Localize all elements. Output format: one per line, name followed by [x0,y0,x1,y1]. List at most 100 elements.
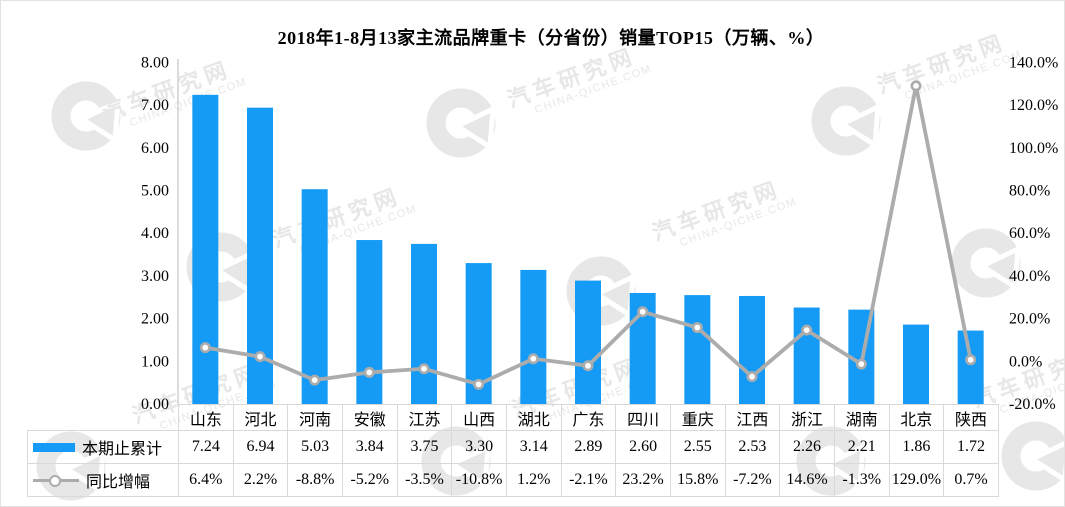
watermark-logo-icon [51,81,121,151]
sales-value-cell: 3.14 [505,430,562,464]
sales-value-cell: 2.26 [779,430,835,464]
sales-value-cell: 6.94 [232,430,289,464]
line-marker [691,322,703,334]
province-header: 江苏 [396,404,453,431]
line-marker [801,324,813,336]
province-header: 广东 [560,404,617,431]
line-marker [855,358,867,370]
yoy-value-cell: -2.1% [560,463,617,497]
province-header: 湖南 [833,404,890,431]
yoy-value-cell: 0.7% [943,463,999,497]
corner-cell [28,405,179,431]
bar [957,330,984,404]
y-axis-right-label: 140.0% [1009,54,1058,71]
province-header: 北京 [888,404,945,431]
y-axis-right-label: 80.0% [1009,183,1050,200]
y-axis-left-label: 6.00 [141,140,169,157]
data-table: 山东 河北 河南 安徽 江苏 山西 湖北 广东 四川 重庆 江西 浙江 湖南 北京 陕西本期止累计 7.24 6… [27,404,999,497]
yoy-value-cell: 129.0% [888,463,945,497]
line-marker [363,366,375,378]
line-marker [418,363,430,375]
yoy-value-cell: -10.8% [451,463,507,497]
y-axis-left-label: 3.00 [141,268,169,285]
province-header: 河南 [287,404,343,431]
bar [903,324,929,404]
province-header: 河北 [232,404,289,431]
province-header: 重庆 [669,404,726,431]
line-marker [746,371,758,383]
bar [684,295,711,404]
yoy-value-cell: 2.2% [232,463,289,497]
sales-value-cell: 2.60 [615,430,671,464]
y-axis-left-label: 2.00 [141,311,169,328]
yoy-value-cell: 15.8% [669,463,726,497]
y-axis-left-label: 8.00 [141,54,169,71]
legend-bars-label: 本期止累计 [82,441,163,458]
sales-value-cell: 3.30 [451,430,507,464]
sales-value-cell: 2.21 [833,430,890,464]
sales-value-cell: 5.03 [287,430,343,464]
bar [301,189,328,404]
y-axis-left-label: 5.00 [141,183,169,200]
bar [575,280,601,404]
line-marker [910,80,922,92]
yoy-value-cell: 23.2% [615,463,671,497]
province-header: 陕西 [943,404,999,431]
watermark-logo-icon [1001,421,1064,491]
legend-line-row-header: 同比增幅 [27,463,179,497]
line-marker [473,378,485,390]
line-marker [637,306,649,318]
sales-value-cell: 1.86 [888,430,945,464]
line-marker [309,374,321,386]
bar [356,240,383,404]
yoy-value-cell: 14.6% [779,463,835,497]
legend-bar-swatch [33,442,75,452]
sales-value-cell: 2.89 [560,430,617,464]
line-marker [254,351,266,363]
bar [192,94,219,405]
line-marker [965,354,977,366]
province-header: 浙江 [779,404,835,431]
yoy-value-cell: -5.2% [341,463,398,497]
sales-value-cell: 2.55 [669,430,726,464]
bar [739,295,765,404]
yoy-value-cell: 1.2% [505,463,562,497]
yoy-value-cell: 6.4% [178,463,234,497]
yoy-value-cell: -7.2% [724,463,781,497]
watermark-logo-icon [811,86,881,156]
y-axis-right-label: 20.0% [1009,311,1050,328]
line-marker [199,342,211,354]
watermark-logo-icon [426,88,496,158]
province-header: 山西 [451,404,507,431]
y-axis-right-label: 60.0% [1009,225,1050,242]
province-header: 江西 [724,404,781,431]
line-marker [527,353,539,365]
y-axis-right-label: 120.0% [1009,97,1058,114]
sales-value-cell: 1.72 [943,430,999,464]
y-axis-right-label: 0.0% [1009,353,1042,370]
sales-value-cell: 3.75 [396,430,453,464]
y-axis-left-label: 4.00 [141,225,169,242]
y-axis-left-label: 1.00 [141,353,169,370]
y-axis-left-label: 0.00 [141,396,169,413]
bar [520,269,547,404]
province-header: 山东 [178,404,234,431]
sales-value-cell: 2.53 [724,430,781,464]
yoy-value-cell: -3.5% [396,463,453,497]
province-header: 四川 [615,404,671,431]
yoy-value-cell: -1.3% [833,463,890,497]
yoy-value-cell: -8.8% [287,463,343,497]
watermark-logo-icon [951,228,1021,298]
y-axis-right-label: -20.0% [1009,396,1056,413]
province-header: 安徽 [341,404,398,431]
chart-title: 2018年1-8月13家主流品牌重卡（分省份）销量TOP15（万辆、%） [277,28,825,48]
bar [793,307,820,404]
bar [411,243,437,404]
sales-value-cell: 7.24 [178,430,234,464]
line-marker [582,360,594,372]
province-header: 湖北 [505,404,562,431]
y-axis-right-label: 40.0% [1009,268,1050,285]
legend-line-label: 同比增幅 [86,474,151,491]
y-axis-right-label: 100.0% [1009,140,1058,157]
